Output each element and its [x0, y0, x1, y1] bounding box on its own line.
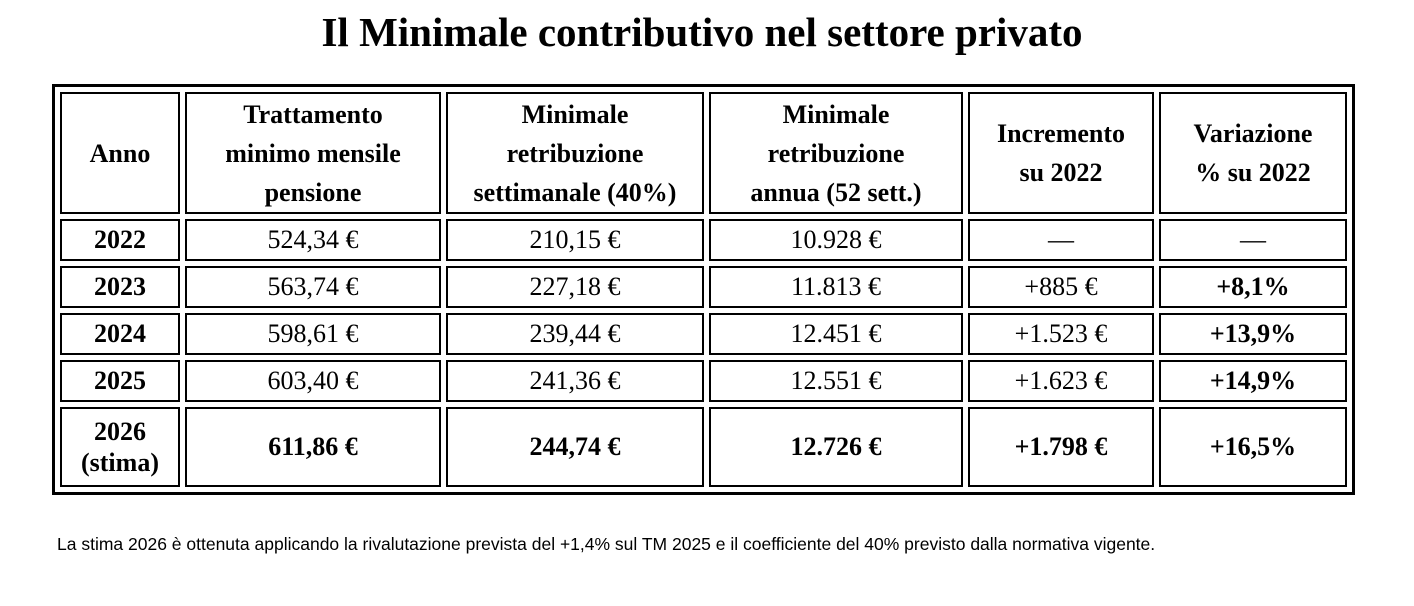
col-header-minimale-annua: Minimale retribuzione annua (52 sett.)	[709, 92, 963, 214]
cell-minimale-annua: 12.451 €	[709, 313, 963, 355]
cell-minimale-settimanale: 210,15 €	[446, 219, 704, 261]
cell-anno: 2026 (stima)	[60, 407, 180, 487]
cell-variazione: +8,1%	[1159, 266, 1347, 308]
cell-minimale-settimanale: 244,74 €	[446, 407, 704, 487]
cell-trattamento-minimo: 598,61 €	[185, 313, 441, 355]
cell-anno: 2025	[60, 360, 180, 402]
col-header-trattamento-minimo: Trattamento minimo mensile pensione	[185, 92, 441, 214]
cell-trattamento-minimo: 611,86 €	[185, 407, 441, 487]
cell-anno: 2024	[60, 313, 180, 355]
cell-incremento: +885 €	[968, 266, 1154, 308]
cell-anno: 2022	[60, 219, 180, 261]
cell-trattamento-minimo: 524,34 €	[185, 219, 441, 261]
cell-variazione: +14,9%	[1159, 360, 1347, 402]
col-header-minimale-settimanale: Minimale retribuzione settimanale (40%)	[446, 92, 704, 214]
cell-incremento: +1.523 €	[968, 313, 1154, 355]
cell-minimale-settimanale: 239,44 €	[446, 313, 704, 355]
table-row-2022: 2022 524,34 € 210,15 € 10.928 € — —	[60, 219, 1347, 261]
cell-minimale-annua: 11.813 €	[709, 266, 963, 308]
table-row-2026-stima: 2026 (stima) 611,86 € 244,74 € 12.726 € …	[60, 407, 1347, 487]
header-row: Anno Trattamento minimo mensile pensione…	[60, 92, 1347, 214]
cell-anno: 2023	[60, 266, 180, 308]
page-title: Il Minimale contributivo nel settore pri…	[321, 9, 1083, 55]
document-page: Il Minimale contributivo nel settore pri…	[52, 9, 1355, 554]
cell-minimale-settimanale: 241,36 €	[446, 360, 704, 402]
cell-minimale-settimanale: 227,18 €	[446, 266, 704, 308]
cell-minimale-annua: 12.551 €	[709, 360, 963, 402]
minimale-contributivo-table: Anno Trattamento minimo mensile pensione…	[52, 84, 1355, 495]
col-header-variazione: Variazione % su 2022	[1159, 92, 1347, 214]
cell-incremento: +1.623 €	[968, 360, 1154, 402]
cell-minimale-annua: 10.928 €	[709, 219, 963, 261]
cell-incremento: —	[968, 219, 1154, 261]
table-row-2023: 2023 563,74 € 227,18 € 11.813 € +885 € +…	[60, 266, 1347, 308]
cell-trattamento-minimo: 603,40 €	[185, 360, 441, 402]
cell-incremento: +1.798 €	[968, 407, 1154, 487]
cell-variazione: +16,5%	[1159, 407, 1347, 487]
col-header-incremento: Incremento su 2022	[968, 92, 1154, 214]
col-header-anno: Anno	[60, 92, 180, 214]
cell-trattamento-minimo: 563,74 €	[185, 266, 441, 308]
table-row-2025: 2025 603,40 € 241,36 € 12.551 € +1.623 €…	[60, 360, 1347, 402]
cell-minimale-annua: 12.726 €	[709, 407, 963, 487]
cell-variazione: +13,9%	[1159, 313, 1347, 355]
table-body: 2022 524,34 € 210,15 € 10.928 € — — 2023…	[60, 219, 1347, 487]
cell-variazione: —	[1159, 219, 1347, 261]
table-header: Anno Trattamento minimo mensile pensione…	[60, 92, 1347, 214]
table-row-2024: 2024 598,61 € 239,44 € 12.451 € +1.523 €…	[60, 313, 1347, 355]
footnote-text: La stima 2026 è ottenuta applicando la r…	[57, 534, 1156, 554]
